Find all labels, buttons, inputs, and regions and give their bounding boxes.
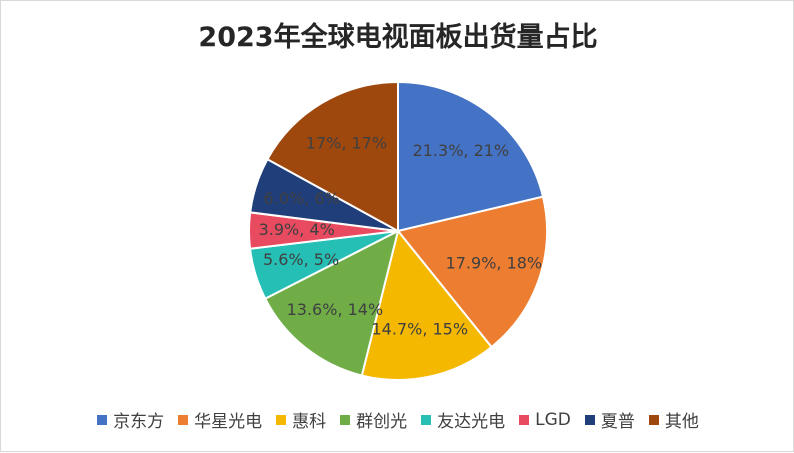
data-label-2: 17.9%, 18%	[446, 253, 543, 272]
legend-item: 惠科	[276, 407, 326, 432]
data-label-5: 5.6%, 5%	[263, 250, 339, 269]
data-label-4: 13.6%, 14%	[287, 300, 384, 319]
legend-label: 惠科	[292, 412, 327, 432]
data-label-8: 17%, 17%	[306, 133, 387, 152]
legend-item: 其他	[648, 407, 699, 432]
pie-slice-1	[397, 80, 545, 233]
legend-item: 夏普	[584, 407, 635, 432]
legend-label: 夏普	[600, 412, 635, 432]
legend-swatch	[97, 414, 108, 425]
legend-swatch	[519, 414, 530, 425]
legend-label: 群创光	[356, 412, 408, 432]
legend-swatch	[421, 414, 432, 425]
legend-label: 其他	[664, 412, 699, 432]
legend-swatch	[584, 414, 595, 425]
legend-label: 京东方	[113, 412, 165, 432]
pie-slice-4	[263, 229, 400, 377]
legend-label: 华星光电	[194, 412, 263, 432]
pie-slice-8	[266, 80, 399, 233]
legend-swatch	[178, 414, 189, 425]
legend-label: LGD	[535, 409, 571, 430]
data-label-6: 3.9%, 4%	[259, 220, 335, 239]
pie-slice-3	[360, 228, 493, 381]
pie-slice-2	[396, 195, 548, 349]
data-label-7: 6.0%, 6%	[264, 189, 340, 208]
legend-swatch	[276, 414, 287, 425]
legend-label: 友达光电	[437, 412, 506, 432]
legend-swatch	[648, 414, 659, 425]
legend-item: 群创光	[340, 407, 407, 432]
chart-legend: 京东方 华星光电 惠科 群创光 友达光电 LGD 夏普 其他	[1, 407, 794, 432]
legend-item: 华星光电	[178, 407, 262, 432]
data-label-1: 21.3%, 21%	[413, 141, 510, 160]
legend-item: LGD	[519, 410, 571, 430]
chart-title: 2023年全球电视面板出货量占比	[198, 22, 598, 53]
legend-swatch	[340, 414, 351, 425]
legend-item: 京东方	[97, 407, 164, 432]
data-label-3: 14.7%, 15%	[372, 319, 469, 338]
legend-item: 友达光电	[421, 407, 505, 432]
